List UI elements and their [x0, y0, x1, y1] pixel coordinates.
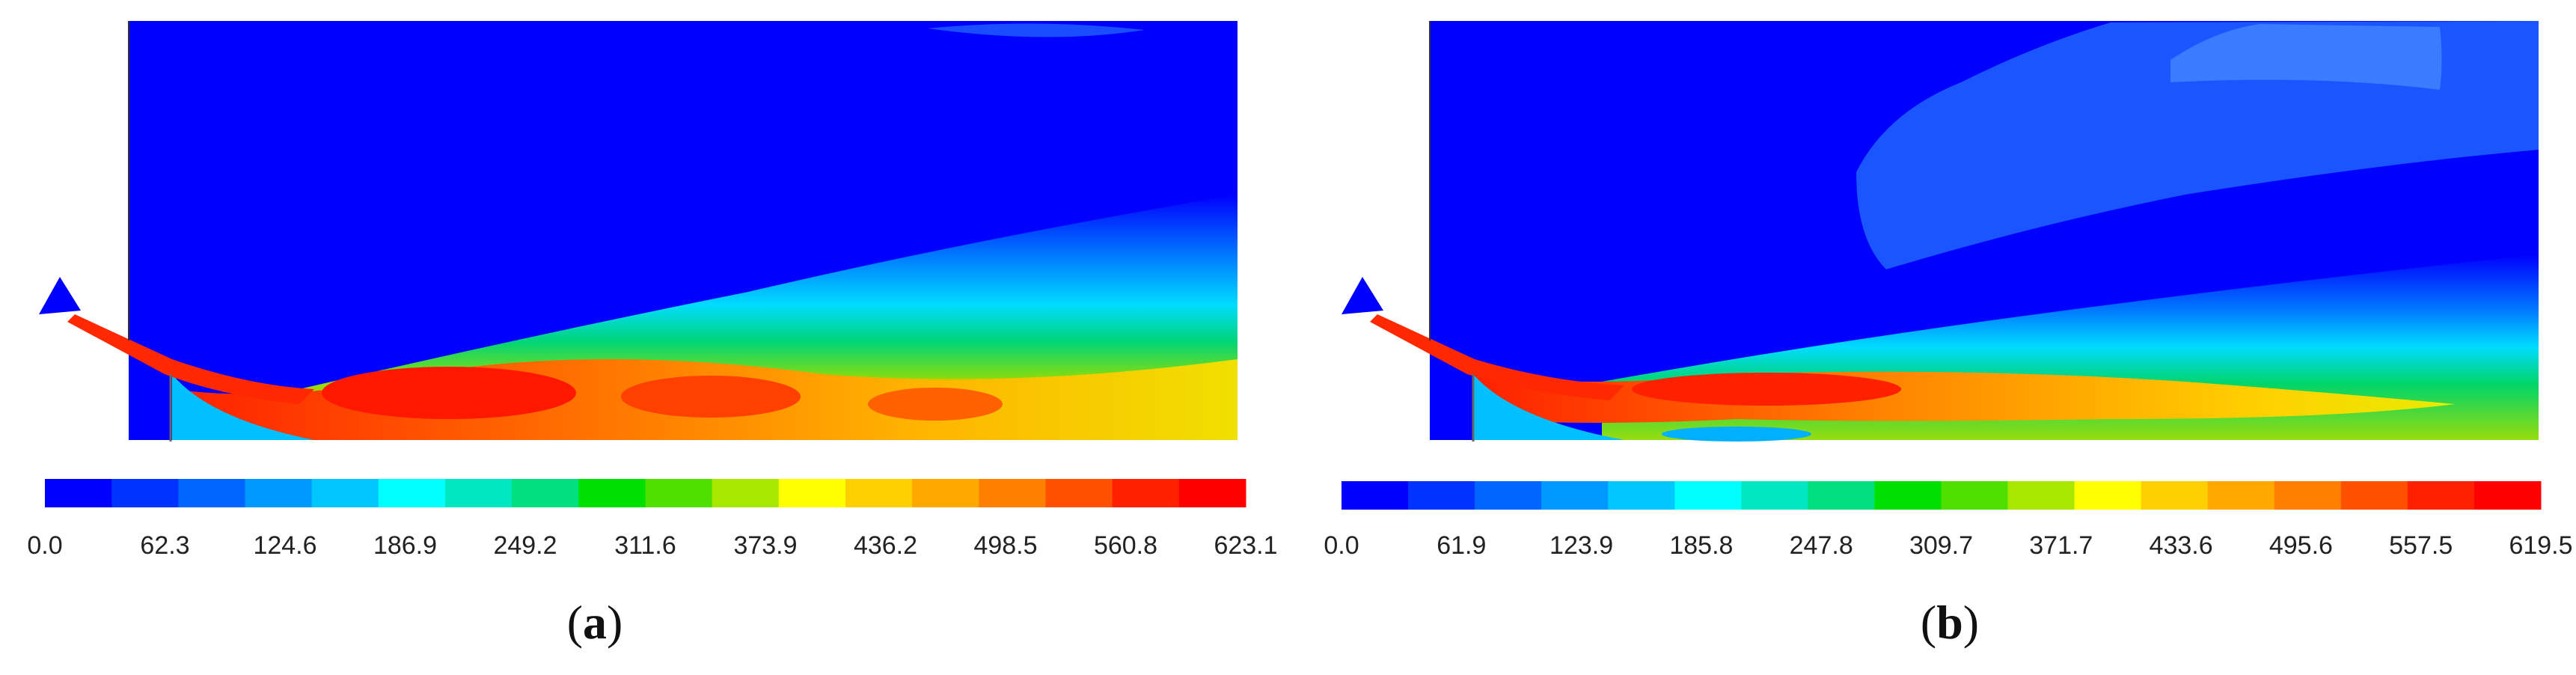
- colorbar-tick-label: 619.5: [2509, 531, 2573, 560]
- colorbar-tick-label: 62.3: [140, 531, 190, 560]
- colorbar-swatch: [512, 479, 579, 507]
- colorbar-swatch: [2407, 481, 2475, 510]
- hot-spot-a1: [322, 367, 576, 419]
- contour-patch-a: [928, 23, 1145, 37]
- colorbar-swatch: [311, 479, 379, 507]
- recirculation-a: [172, 374, 314, 440]
- colorbar-tick-label: 623.1: [1214, 531, 1278, 560]
- colorbar-swatch: [1674, 481, 1742, 510]
- colorbar-tick-label: 124.6: [253, 531, 317, 560]
- colorbar-swatch: [1541, 481, 1609, 510]
- colorbar-tick-label: 0.0: [27, 531, 63, 560]
- colorbar-swatch: [1178, 479, 1246, 507]
- colorbar-swatch: [2074, 481, 2142, 510]
- colorbar-tick-label: 498.5: [973, 531, 1038, 560]
- colorbar-swatch: [2141, 481, 2209, 510]
- colorbar-tick-label: 371.7: [2029, 531, 2093, 560]
- hot-spot-a3: [868, 388, 1003, 421]
- colorbar-a: [45, 479, 1246, 507]
- recirculation-b: [1473, 374, 1624, 440]
- colorbar-swatch: [1941, 481, 2009, 510]
- hot-spot-b1: [1632, 373, 1901, 406]
- colorbar-tick-label: 0.0: [1324, 531, 1359, 560]
- contour-patch-b2: [2170, 24, 2442, 90]
- colorbar-swatch: [912, 479, 979, 507]
- colorbar-swatch: [645, 479, 713, 507]
- colorbar-swatch: [1112, 479, 1180, 507]
- colorbar-swatch: [178, 479, 245, 507]
- colorbar-tick-label: 560.8: [1093, 531, 1158, 560]
- colorbar-tick-label: 557.5: [2389, 531, 2453, 560]
- colorbar-swatch: [1045, 479, 1113, 507]
- colorbar-swatch: [2207, 481, 2275, 510]
- colorbar-swatch: [979, 479, 1046, 507]
- colorbar-swatch: [445, 479, 513, 507]
- colorbar-swatch: [2274, 481, 2342, 510]
- colorbar-tick-label: 495.6: [2268, 531, 2333, 560]
- nozzle-a: [39, 277, 81, 314]
- colorbar-swatch: [1341, 481, 1409, 510]
- colorbar-swatch: [1874, 481, 1942, 510]
- colorbar-tick-label: 186.9: [373, 531, 438, 560]
- colorbar-swatch: [1408, 481, 1475, 510]
- colorbar-swatch: [1741, 481, 1808, 510]
- colorbar-swatch: [2007, 481, 2075, 510]
- colorbar-b: [1341, 481, 2542, 510]
- colorbar-tick-label: 61.9: [1437, 531, 1487, 560]
- colorbar-tick-label: 123.9: [1549, 531, 1614, 560]
- contour-patch-b1: [1856, 21, 2539, 269]
- nozzle-jet-a: [67, 314, 314, 404]
- colorbar-tick-label: 373.9: [733, 531, 798, 560]
- panel-label-b: (b): [1920, 596, 1980, 649]
- colorbar-swatch: [845, 479, 913, 507]
- colorbar-swatch: [2340, 481, 2408, 510]
- colorbar-swatch: [45, 479, 112, 507]
- hot-spot-a2: [621, 376, 801, 418]
- colorbar-tick-label: 436.2: [853, 531, 918, 560]
- colorbar-swatch: [111, 479, 179, 507]
- colorbar-tick-label: 249.2: [493, 531, 557, 560]
- colorbar-swatch: [1808, 481, 1875, 510]
- colorbar-tick-label: 311.6: [614, 531, 676, 560]
- colorbar-tick-label: 433.6: [2149, 531, 2213, 560]
- nozzle-b: [1341, 277, 1383, 314]
- panel-label-a: (a): [566, 596, 623, 649]
- contour-plot-a: [39, 21, 1246, 507]
- colorbar-swatch: [378, 479, 446, 507]
- colorbar-tick-label: 247.8: [1789, 531, 1853, 560]
- panel-a: 0.0 62.3 124.6 186.9 249.2 311.6 373.9 436.2 498…: [27, 21, 1278, 649]
- nozzle-jet-b: [1370, 314, 1624, 400]
- colorbar-swatch: [245, 479, 313, 507]
- colorbar-swatch: [712, 479, 780, 507]
- colorbar-swatch: [578, 479, 646, 507]
- contour-plot-b: [1341, 21, 2542, 510]
- colorbar-swatch: [2473, 481, 2542, 510]
- colorbar-swatch: [778, 479, 846, 507]
- recirculation-b2: [1662, 427, 1811, 442]
- colorbar-tick-label: 309.7: [1909, 531, 1974, 560]
- colorbar-swatch: [1608, 481, 1675, 510]
- colorbar-tick-label: 185.8: [1669, 531, 1734, 560]
- panel-b: 0.0 61.9 123.9 185.8 247.8 309.7 371.7 433.6 495…: [1288, 0, 2576, 675]
- colorbar-swatch: [1475, 481, 1542, 510]
